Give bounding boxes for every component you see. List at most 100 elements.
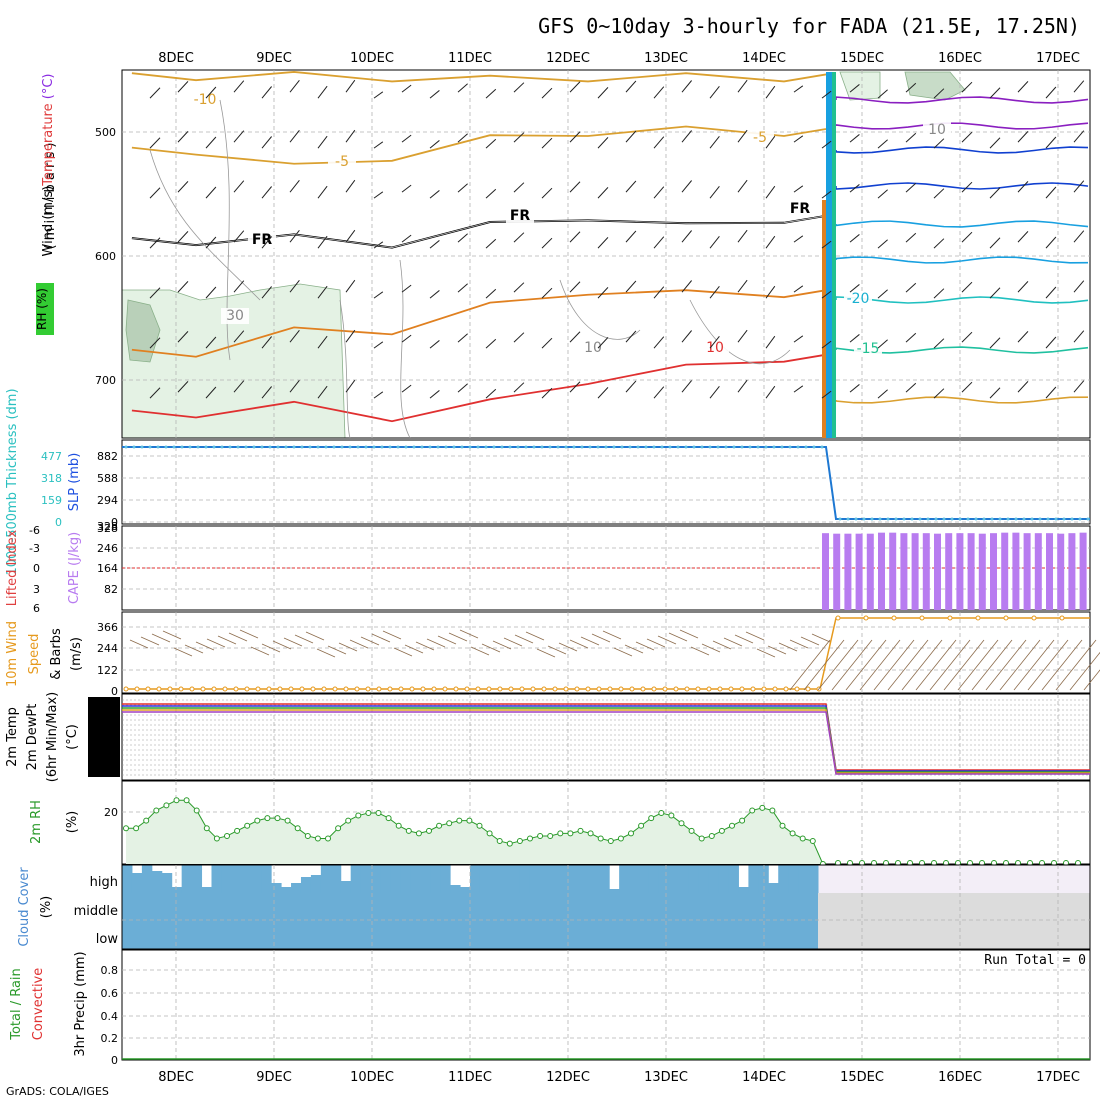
panel-frame xyxy=(121,693,1091,781)
top-date-label: 16DEC xyxy=(938,51,982,66)
cloud-high-bar xyxy=(330,865,342,893)
rh2m-marker xyxy=(688,827,695,834)
wind-barb xyxy=(317,335,328,349)
wind-barb xyxy=(933,338,945,349)
cloud-high-bar xyxy=(579,865,590,893)
wind-barb xyxy=(177,281,189,293)
wind-barb xyxy=(905,282,917,293)
wind-speed-marker xyxy=(750,686,756,692)
cape-bar xyxy=(833,533,841,610)
upper-air-axis-label-part: Wind xyxy=(41,224,56,257)
cape-bar xyxy=(956,533,964,610)
slp-marker xyxy=(1070,517,1074,521)
rh2m-marker xyxy=(597,835,604,842)
cape-bar xyxy=(945,533,953,610)
rh2m-marker xyxy=(234,827,241,834)
contour-label: FR xyxy=(790,201,811,217)
wind-barb xyxy=(877,89,888,99)
wind-speed-marker xyxy=(891,615,897,621)
wind-barb xyxy=(429,240,440,249)
slp-marker xyxy=(380,445,384,449)
cloud-high-bar xyxy=(360,865,372,893)
slp-marker xyxy=(420,445,424,449)
cloud-high-bar xyxy=(131,873,143,893)
rh2m-marker xyxy=(678,820,685,827)
wind-barb xyxy=(233,330,245,343)
thickness-axis-label: 1000-500mb Thickness (dm) xyxy=(5,388,20,575)
rh2m-marker xyxy=(153,807,160,814)
cloud-high-bar xyxy=(231,865,242,893)
rh2m-marker xyxy=(718,827,725,834)
slp-marker xyxy=(412,445,416,449)
rh2m-marker xyxy=(274,815,281,822)
slp-marker xyxy=(180,445,184,449)
rh2m-marker xyxy=(537,832,544,839)
wind-barb xyxy=(1017,131,1029,143)
slp-marker xyxy=(604,445,608,449)
wind-barb xyxy=(653,136,665,149)
cape-bar xyxy=(922,533,930,610)
slp-marker xyxy=(428,445,432,449)
wind-barb xyxy=(149,187,161,199)
wind-speed-marker xyxy=(585,686,591,692)
wind-barb xyxy=(905,82,917,93)
wind-barb xyxy=(177,181,189,193)
cape-bar xyxy=(878,532,885,610)
tick-label: 882 xyxy=(97,450,118,463)
rh2m-marker xyxy=(375,810,382,816)
wind-speed-marker xyxy=(1031,615,1037,621)
tick-label: 0.6 xyxy=(101,987,119,1000)
tick-label: 318 xyxy=(41,472,62,485)
cape-bar xyxy=(822,533,829,610)
slp-marker xyxy=(724,445,728,449)
wind-barb xyxy=(597,337,609,349)
wind-barb xyxy=(404,644,424,654)
wind-barb xyxy=(821,190,832,199)
tick-label: 328 xyxy=(97,520,118,533)
cloud-high-bar xyxy=(589,865,600,893)
tick-label: 477 xyxy=(41,450,62,463)
wind-speed-marker xyxy=(772,686,778,692)
slp-marker xyxy=(668,445,672,449)
wind-barb xyxy=(709,336,720,349)
minmax-axis-label: (6hr Min/Max) xyxy=(45,692,60,782)
wind-speed-marker xyxy=(189,686,195,692)
slp-marker xyxy=(804,445,808,449)
wind-barb xyxy=(317,185,328,199)
slp-marker xyxy=(276,445,280,449)
contour-label-bg xyxy=(786,201,814,217)
wind-speed-marker xyxy=(134,686,140,692)
tick-label: 366 xyxy=(97,621,118,634)
wind-barb xyxy=(723,637,743,647)
wind-barb xyxy=(625,330,637,343)
wind-barb xyxy=(653,186,665,199)
rh2m-marker xyxy=(355,812,362,819)
wind-barb xyxy=(681,280,692,293)
contour-label-bg xyxy=(191,92,219,108)
bottom-date-label: 11DEC xyxy=(448,1070,492,1085)
rh2m-marker xyxy=(385,815,392,822)
wind-speed-marker xyxy=(167,686,173,692)
wind-barb xyxy=(373,191,384,199)
wind-barb xyxy=(503,637,523,647)
rh2m-marker xyxy=(789,830,796,837)
wind-barb xyxy=(709,136,720,149)
temp-units-label: (°C) xyxy=(65,724,80,750)
cape-bar xyxy=(934,533,941,610)
wind-barb xyxy=(625,180,637,193)
wind-barb xyxy=(569,181,581,193)
wind-barb xyxy=(709,236,720,249)
wind-barb xyxy=(401,284,412,293)
wind-barb xyxy=(317,235,328,249)
wind-barb xyxy=(233,380,245,393)
rh2m-marker xyxy=(476,822,483,829)
wind-barb xyxy=(793,185,804,193)
wind-barb xyxy=(338,642,358,652)
cloud-high-bar xyxy=(211,865,222,893)
rh2m-marker xyxy=(173,797,180,804)
cloud-high-bar xyxy=(122,865,133,893)
wind-barb xyxy=(957,639,999,691)
contour-label: -10 xyxy=(194,92,217,108)
wind-speed-marker xyxy=(123,686,129,692)
